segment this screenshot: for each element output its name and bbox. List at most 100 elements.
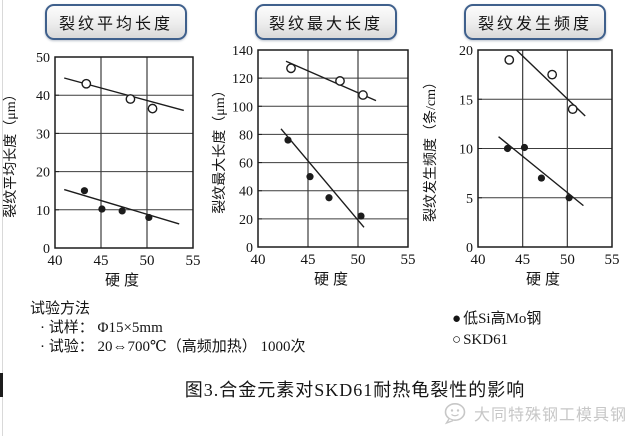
x-axis-label: 硬度: [526, 271, 564, 288]
svg-text:0: 0: [43, 242, 50, 257]
svg-text:15: 15: [459, 93, 473, 108]
series-skd61: [285, 60, 377, 102]
data-point-open: [286, 63, 296, 74]
svg-text:20: 20: [239, 213, 253, 228]
svg-text:10: 10: [36, 204, 50, 219]
chart-average-crack-length: 0 10 20 30 40 50 40 45 50 55 硬度 裂纹平均长度（μm）: [2, 43, 210, 301]
series-low-si-high-mo: [63, 187, 180, 225]
legend-entry-skd61: ○ SKD61: [452, 330, 541, 351]
data-point-filled: [325, 194, 333, 202]
data-point-filled: [520, 143, 529, 152]
legend-label-low-si-high-mo: 低Si高Mo钢: [463, 311, 542, 327]
chart-crack-frequency: 0 5 10 15 20 40 45 50 55 硬度 裂纹发生频度（条/cm）: [422, 36, 630, 294]
chat-bubble-face-icon: [444, 402, 466, 424]
svg-text:40: 40: [471, 252, 486, 268]
chart-title-box-frequency: 裂纹发生频度: [464, 4, 606, 40]
trend-line: [63, 188, 180, 225]
data-point-open: [504, 54, 515, 65]
svg-text:40: 40: [36, 89, 50, 104]
plot-border: [54, 56, 194, 249]
svg-text:55: 55: [605, 252, 620, 268]
legend-label-skd61: SKD61: [463, 332, 509, 348]
svg-text:140: 140: [232, 44, 253, 59]
data-point-filled: [284, 136, 292, 144]
data-point-filled: [98, 205, 106, 213]
svg-text:10: 10: [459, 143, 473, 158]
chart-title-box-max-length: 裂纹最大长度: [255, 4, 397, 40]
svg-text:50: 50: [140, 253, 155, 269]
legend-entry-low-si-high-mo: ● 低Si高Mo钢: [452, 309, 541, 330]
svg-text:50: 50: [351, 252, 366, 268]
axis-labels: 0 20 40 60 80 100 120 140 40 45 50 55 硬度 裂纹最大长度（μm）: [212, 44, 416, 288]
screen-left-edge-mark: [0, 373, 3, 397]
x-axis-label: 硬度: [105, 272, 143, 289]
y-axis-label: 裂纹平均长度（μm）: [3, 87, 19, 217]
filled-circle-icon: ●: [452, 311, 462, 327]
trend-line: [498, 136, 584, 207]
data-point-filled: [503, 144, 512, 153]
gridlines: [258, 50, 408, 247]
open-circle-icon: ○: [452, 332, 462, 348]
data-point-filled: [537, 174, 546, 182]
svg-text:80: 80: [239, 128, 253, 143]
svg-text:55: 55: [186, 253, 201, 269]
plot-border: [257, 49, 409, 248]
data-point-open: [125, 94, 136, 104]
svg-text:100: 100: [232, 100, 253, 115]
chart-title-frequency: 裂纹发生频度: [477, 16, 592, 33]
axis-labels: 0 5 10 15 20 40 45 50 55 硬度 裂纹发生频度（条/cm）: [422, 44, 620, 288]
series-low-si-high-mo: [498, 136, 584, 207]
series-low-si-high-mo: [280, 128, 365, 228]
chart-plot-svg: 0 5 10 15 20 40 45 50 55 硬度 裂纹发生频度（条/cm）: [422, 44, 620, 288]
chart-title-max-length: 裂纹最大长度: [268, 16, 383, 33]
test-method-note: 试验方法 · 试样： Φ15×5mm · 试验： 20⇔700℃（高频加热） 1…: [30, 300, 306, 357]
svg-text:60: 60: [239, 157, 253, 172]
gridlines: [478, 50, 612, 247]
series-skd61: [504, 49, 586, 117]
data-point-filled: [80, 187, 89, 195]
svg-text:30: 30: [36, 127, 50, 142]
svg-text:55: 55: [401, 252, 416, 268]
test-method-title: 试验方法: [30, 301, 91, 317]
svg-text:120: 120: [232, 72, 253, 87]
y-axis-label: 裂纹发生频度（条/cm）: [422, 75, 439, 222]
test-method-specimen: · 试样： Φ15×5mm: [40, 320, 163, 336]
chart-plot-svg: 0 20 40 60 80 100 120 140 40 45 50 55 硬度 裂纹最大长度（μm）: [212, 44, 416, 288]
svg-text:0: 0: [466, 241, 473, 256]
chart-plot-svg: 0 10 20 30 40 50 40 45 50 55 硬度 裂纹平均长度（μm）: [3, 51, 201, 289]
watermark-text: 大同特殊钢工模具钢: [474, 407, 628, 424]
series-skd61: [64, 77, 184, 114]
chart-title-box-average-length: 裂纹平均长度: [45, 4, 187, 40]
svg-text:20: 20: [36, 166, 50, 181]
data-point-filled: [145, 213, 153, 222]
svg-text:50: 50: [36, 51, 50, 66]
data-point-filled: [118, 207, 126, 215]
screen-left-edge-line: [2, 0, 3, 436]
trend-line: [280, 128, 365, 228]
svg-text:20: 20: [459, 44, 473, 59]
svg-text:5: 5: [466, 192, 473, 207]
svg-text:45: 45: [515, 252, 530, 268]
svg-text:45: 45: [301, 252, 316, 268]
svg-text:40: 40: [251, 252, 266, 268]
data-point-open: [81, 78, 92, 89]
svg-text:0: 0: [246, 241, 253, 256]
data-point-filled: [565, 194, 573, 202]
axis-labels: 0 10 20 30 40 50 40 45 50 55 硬度 裂纹平均长度（μm）: [3, 51, 201, 289]
x-axis-label: 硬度: [314, 271, 352, 288]
svg-text:40: 40: [239, 185, 253, 200]
data-point-open: [547, 69, 558, 80]
figure-caption: 图3.合金元素对SKD61耐热龟裂性的影响: [184, 380, 526, 400]
data-point-filled: [306, 173, 314, 181]
watermark: 大同特殊钢工模具钢: [443, 401, 627, 425]
chart-max-crack-length: 0 20 40 60 80 100 120 140 40 45 50 55 硬度 裂纹最大长度（μm）: [211, 36, 419, 294]
svg-text:50: 50: [560, 252, 575, 268]
test-method-condition: · 试验： 20⇔700℃（高频加热） 1000次: [40, 339, 306, 355]
svg-text:40: 40: [48, 253, 63, 269]
data-point-open: [335, 76, 345, 86]
chart-legend: ● 低Si高Mo钢 ○ SKD61: [452, 309, 541, 351]
svg-text:45: 45: [94, 253, 109, 269]
data-point-open: [567, 104, 578, 115]
chart-title-average-length: 裂纹平均长度: [58, 16, 173, 33]
data-point-open: [147, 103, 158, 114]
